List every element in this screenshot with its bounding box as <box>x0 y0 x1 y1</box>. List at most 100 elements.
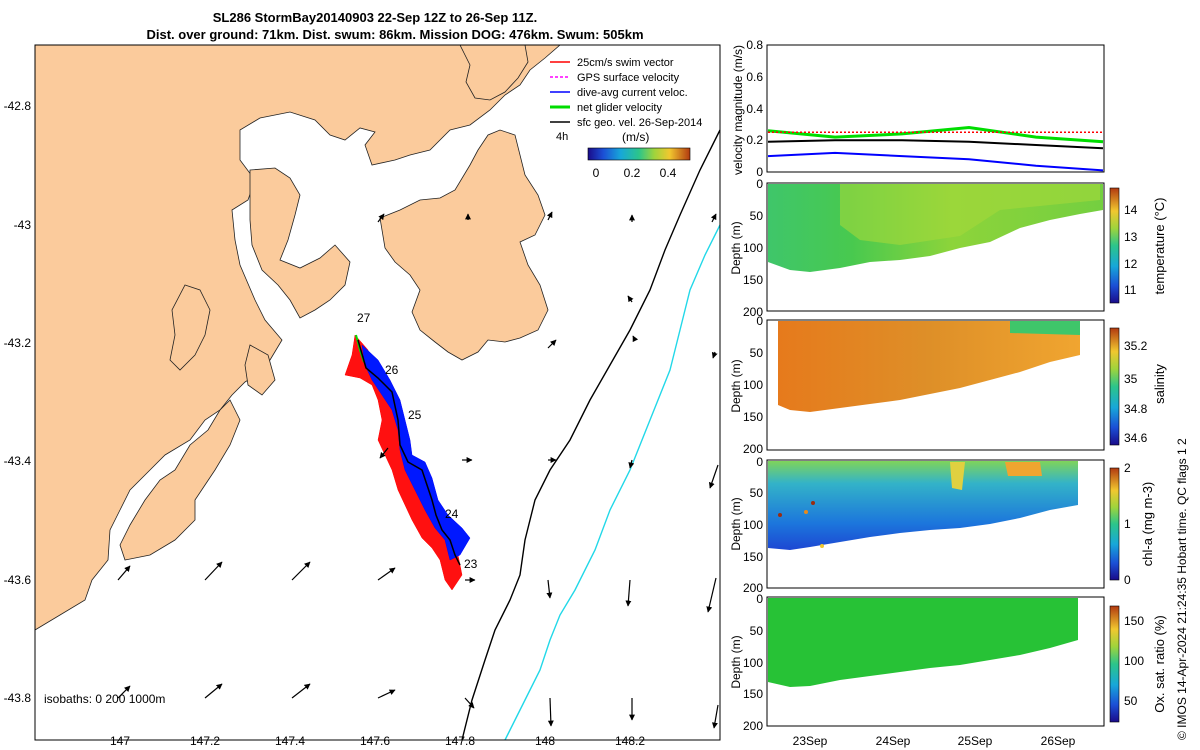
land-bay-peninsula <box>119 399 241 561</box>
legend-label-swim: 25cm/s swim vector <box>577 57 674 69</box>
land-central-east <box>249 167 351 319</box>
ox-cbar-tick: 50 <box>1124 694 1138 708</box>
map-y-tick: -43.4 <box>4 454 32 468</box>
land-tasman-peninsula <box>379 129 549 361</box>
map-x-tick: 147 <box>110 734 130 748</box>
temp-cbar-tick: 14 <box>1124 203 1138 217</box>
depth-tick: 150 <box>743 687 763 701</box>
depth-tick: 100 <box>743 518 763 532</box>
depth-tick: 0 <box>756 314 763 328</box>
sal-cbar-tick: 35.2 <box>1124 339 1148 353</box>
time-x-tick: 25Sep <box>958 734 993 748</box>
map-x-axis: 147 147.2 147.4 147.6 147.8 148 148.2 <box>110 734 645 748</box>
chl-cbar-tick: 0 <box>1124 573 1131 587</box>
speed-colorbar-tick-1: 0.2 <box>624 166 641 180</box>
sfc-geo-path <box>357 339 461 566</box>
ox-cbar-tick: 100 <box>1124 654 1144 668</box>
map-y-tick: -43 <box>14 218 32 232</box>
isobath-200m <box>461 129 721 741</box>
chl-cbar-tick: 2 <box>1124 461 1131 475</box>
depth-tick: 150 <box>743 273 763 287</box>
day-label-27: 27 <box>357 311 371 325</box>
map-x-tick: 147.8 <box>445 734 475 748</box>
chla-colorbar-label: chl-a (mg m-3) <box>1140 482 1155 567</box>
ox-cbar-tick: 150 <box>1124 614 1144 628</box>
legend-label-gps: GPS surface velocity <box>577 72 680 84</box>
time-x-tick: 24Sep <box>876 734 911 748</box>
speed-colorbar-label: (m/s) <box>622 130 649 144</box>
glider-track: 27 26 25 24 23 <box>344 311 478 591</box>
legend-label-dive: dive-avg current veloc. <box>577 87 688 99</box>
depth-tick: 0 <box>756 592 763 606</box>
depth-tick: 50 <box>750 486 764 500</box>
depth-tick: 50 <box>750 624 764 638</box>
map-y-tick: -43.6 <box>4 573 32 587</box>
day-label-25: 25 <box>408 408 422 422</box>
depth-tick: 150 <box>743 410 763 424</box>
day-label-26: 26 <box>385 363 399 377</box>
depth-label: Depth (m) <box>729 497 743 550</box>
depth-tick: 50 <box>750 346 764 360</box>
chla-bloom-patch-2 <box>950 462 965 490</box>
temperature-warm-patch <box>840 184 1100 245</box>
depth-label: Depth (m) <box>729 359 743 412</box>
land-tasmania-west <box>35 45 561 631</box>
legend-label-net: net glider velocity <box>577 102 662 114</box>
depth-tick: 200 <box>743 305 763 319</box>
depth-tick: 150 <box>743 550 763 564</box>
velocity-series-dive <box>767 151 1104 172</box>
vel-y-tick: 0.8 <box>746 38 763 52</box>
depth-tick: 50 <box>750 209 764 223</box>
isobath-label: isobaths: 0 200 1000m <box>44 692 165 706</box>
speed-colorbar <box>587 147 691 161</box>
land-point-south-2 <box>244 344 276 396</box>
chla-sample-dot <box>820 544 824 548</box>
oxygen-colorbar <box>1109 605 1120 723</box>
time-x-tick: 23Sep <box>793 734 828 748</box>
depth-tick: 0 <box>756 177 763 191</box>
vel-y-tick: 0 <box>756 165 763 179</box>
depth-tick: 0 <box>756 455 763 469</box>
legend-label-sfc: sfc geo. vel. 26-Sep-2014 <box>577 117 702 129</box>
chl-cbar-tick: 1 <box>1124 517 1131 531</box>
sal-cbar-tick: 34.8 <box>1124 402 1148 416</box>
map-frame <box>34 44 721 741</box>
chla-colorbar <box>1109 467 1120 581</box>
speed-colorbar-tick-0: 0 <box>593 166 600 180</box>
land-maria-island <box>459 45 529 101</box>
vel-y-tick: 0.4 <box>746 102 763 116</box>
oxygen-section <box>768 598 1078 687</box>
oxygen-colorbar-label: Ox. sat. ratio (%) <box>1152 615 1167 713</box>
map-x-tick: 148 <box>535 734 555 748</box>
chart-title-line1: SL286 StormBay20140903 22-Sep 12Z to 26-… <box>213 10 537 25</box>
depth-tick: 100 <box>743 241 763 255</box>
vel-y-label: velocity magnitude (m/s) <box>731 45 745 175</box>
chla-section <box>768 461 1078 550</box>
isobath-1000m <box>504 224 721 741</box>
map-legend: 25cm/s swim vector GPS surface velocity … <box>550 57 702 180</box>
salinity-colorbar-label: salinity <box>1152 364 1167 404</box>
map-y-axis: -42.8 -43 -43.2 -43.4 -43.6 -43.8 <box>4 99 32 705</box>
map-x-tick: 148.2 <box>615 734 645 748</box>
chla-panel: 0 50 100 150 200 Depth (m) 2 1 0 chl-a (… <box>729 455 1155 595</box>
temp-cbar-tick: 13 <box>1124 230 1138 244</box>
depth-tick: 200 <box>743 581 763 595</box>
depth-label: Depth (m) <box>729 635 743 688</box>
salinity-fresh-patch <box>1010 321 1080 335</box>
map-y-tick: -43.8 <box>4 691 32 705</box>
chla-sample-dot <box>811 501 815 505</box>
salinity-section <box>778 321 1080 412</box>
speed-colorbar-tick-2: 0.4 <box>660 166 677 180</box>
land-point-south <box>169 284 211 371</box>
sal-cbar-tick: 34.6 <box>1124 431 1148 445</box>
velocity-series-group <box>767 125 1104 172</box>
salinity-panel: 0 50 100 150 200 Depth (m) 35.2 35 34.8 … <box>729 314 1167 456</box>
sfc-geo-vectors <box>117 211 719 729</box>
chla-sample-dot <box>778 513 782 517</box>
map-y-tick: -43.2 <box>4 336 32 350</box>
depth-tick: 200 <box>743 442 763 456</box>
temperature-colorbar-label: temperature (°C) <box>1152 198 1167 295</box>
map-panel: 27 26 25 24 23 <box>4 44 721 748</box>
depth-label: Depth (m) <box>729 221 743 274</box>
